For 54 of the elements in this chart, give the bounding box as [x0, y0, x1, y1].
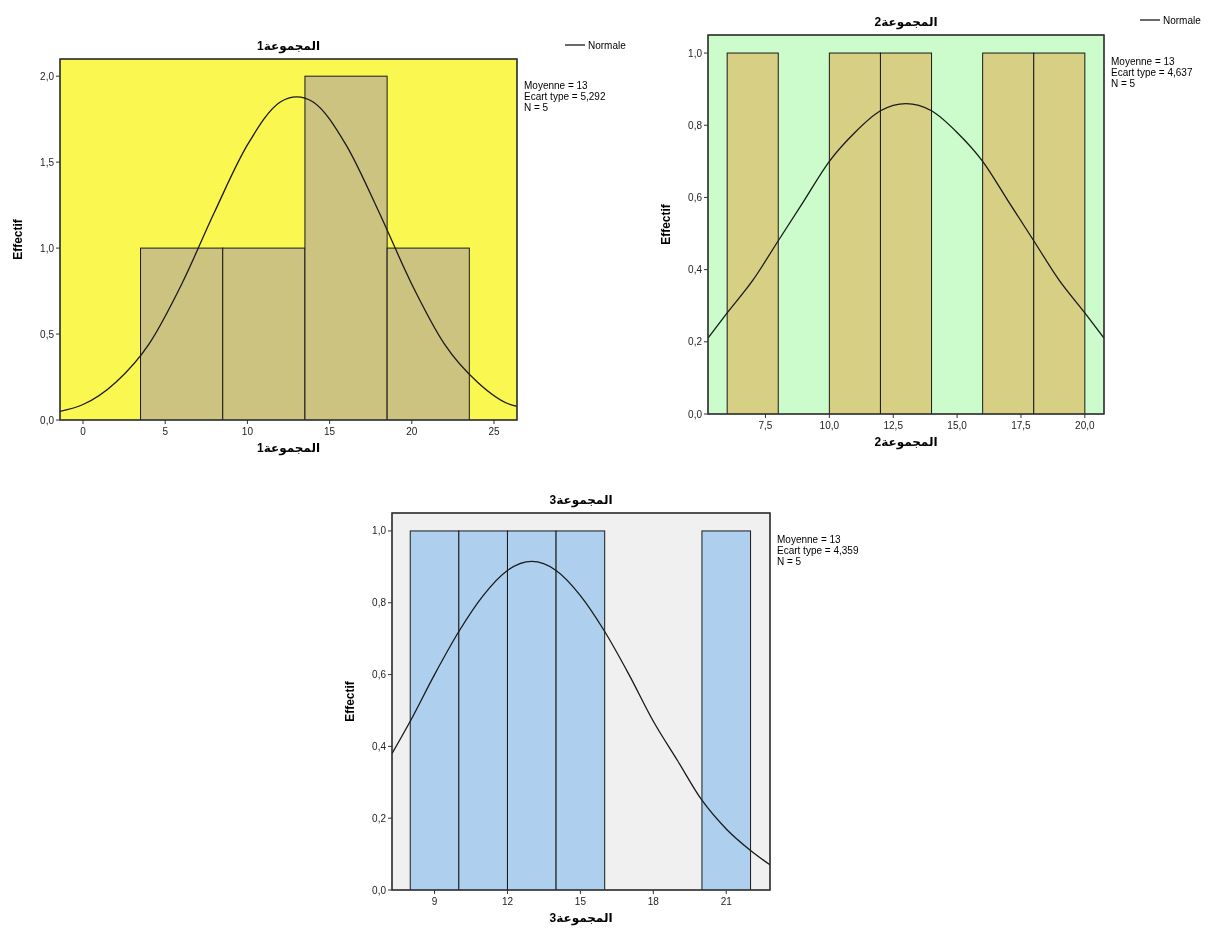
y-axis-title: Effectif: [343, 680, 357, 722]
y-tick-label: 0,0: [372, 884, 387, 896]
x-tick-label: 15: [574, 896, 587, 907]
y-tick-label: 0,6: [688, 191, 703, 203]
text: N = 5: [524, 102, 549, 113]
x-tick-label: 7,5: [758, 420, 773, 431]
text: Ecart type = 4,637: [1111, 67, 1193, 78]
x-axis-title: المجموعة3: [549, 911, 613, 926]
text: Ecart type = 4,359: [777, 545, 859, 556]
x-tick-label: 9: [431, 896, 438, 907]
x-tick-label: 18: [647, 896, 660, 907]
text: Moyenne = 13: [1111, 56, 1176, 67]
x-tick-label: 20: [406, 426, 418, 437]
text: N = 5: [777, 556, 802, 567]
y-tick-label: 0,5: [40, 328, 55, 340]
x-tick-label: 15: [324, 426, 336, 437]
x-tick-label: 20,0: [1075, 420, 1096, 431]
x-tick-label: 12,5: [883, 420, 904, 431]
y-tick-label: 0,0: [40, 414, 55, 426]
y-tick-label: 0,4: [372, 740, 387, 752]
text: N = 5: [1111, 78, 1136, 89]
text: Ecart type = 5,292: [524, 91, 606, 102]
y-tick-label: 1,5: [40, 156, 55, 168]
x-tick-label: 15,0: [947, 420, 968, 431]
text: Moyenne = 13: [777, 534, 842, 545]
y-axis-title: Effectif: [11, 218, 25, 260]
y-tick-label: 0,8: [372, 597, 387, 609]
x-tick-label: 10,0: [819, 420, 840, 431]
legend-label: Normale: [1163, 14, 1202, 26]
y-tick-label: 0,0: [688, 408, 703, 420]
x-tick-label: 5: [162, 426, 169, 437]
x-tick-label: 0: [80, 426, 87, 437]
y-tick-label: 1,0: [40, 242, 55, 254]
y-tick-label: 1,0: [372, 525, 387, 537]
x-tick-label: 25: [488, 426, 500, 437]
y-tick-label: 2,0: [40, 70, 55, 82]
x-tick-label: 10: [241, 426, 254, 437]
y-tick-label: 1,0: [688, 47, 703, 59]
y-tick-label: 0,4: [688, 264, 703, 276]
y-axis-title: Effectif: [659, 203, 673, 245]
x-tick-label: 21: [720, 896, 733, 907]
legend-label: Normale: [588, 39, 627, 51]
x-tick-label: 17,5: [1011, 420, 1032, 431]
y-tick-label: 0,2: [372, 812, 387, 824]
text: Moyenne = 13: [524, 80, 589, 91]
y-tick-label: 0,6: [372, 669, 387, 681]
x-axis-title: المجموعة1: [256, 441, 321, 456]
chart-title: المجموعة3: [549, 493, 613, 508]
y-tick-label: 0,8: [688, 119, 703, 131]
x-axis-title: المجموعة2: [874, 435, 938, 450]
chart-title: المجموعة2: [874, 15, 938, 30]
chart-title: المجموعة1: [256, 39, 321, 54]
y-tick-label: 0,2: [688, 336, 703, 348]
x-tick-label: 12: [501, 896, 514, 907]
